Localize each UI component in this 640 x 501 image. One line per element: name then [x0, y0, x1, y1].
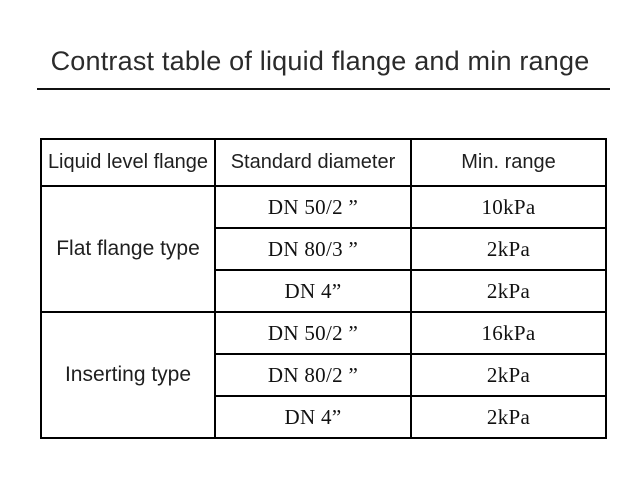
table-row: Flat flange type DN 50/2 ” 10kPa — [40, 185, 607, 313]
table-header-row: Liquid level flange Standard diameter Mi… — [40, 138, 607, 187]
header-liquid-level-flange: Liquid level flange — [40, 138, 216, 187]
range-cell: 2kPa — [410, 227, 607, 271]
page-title: Contrast table of liquid flange and min … — [50, 46, 590, 76]
diameter-cell: DN 4” — [214, 395, 412, 439]
diameter-cell: DN 50/2 ” — [214, 185, 412, 229]
group-label-inserting-type: Inserting type — [40, 311, 216, 439]
contrast-table: Liquid level flange Standard diameter Mi… — [40, 138, 607, 439]
range-cell: 2kPa — [410, 269, 607, 313]
table-row: DN 80/3 ” 2kPa — [41, 227, 607, 271]
table-row: DN 4” 2kPa — [41, 269, 607, 313]
diameter-cell: DN 80/3 ” — [214, 227, 412, 271]
table-row: DN 4” 2kPa — [41, 395, 607, 439]
table-row: DN 80/2 ” 2kPa — [41, 353, 607, 397]
diameter-cell: DN 4” — [214, 269, 412, 313]
title-underline-rule — [37, 88, 610, 90]
header-standard-diameter: Standard diameter — [214, 138, 412, 187]
range-cell: 2kPa — [410, 395, 607, 439]
group-label-flat-flange-type: Flat flange type — [40, 185, 216, 313]
header-min-range: Min. range — [410, 138, 607, 187]
table-row: Inserting type DN 50/2 ” 16kPa — [40, 311, 607, 439]
range-cell: 2kPa — [410, 353, 607, 397]
range-cell: 10kPa — [410, 185, 607, 229]
diameter-cell: DN 80/2 ” — [214, 353, 412, 397]
range-cell: 16kPa — [410, 311, 607, 355]
diameter-cell: DN 50/2 ” — [214, 311, 412, 355]
